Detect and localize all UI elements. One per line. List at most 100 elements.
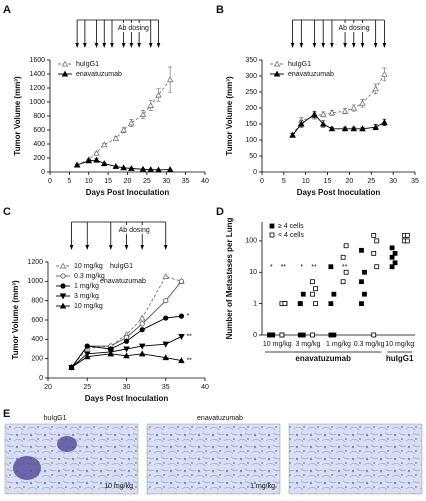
panel-label: B	[216, 4, 224, 16]
x-axis-title: Days Post Inoculation	[297, 188, 381, 197]
marker	[139, 327, 145, 333]
legend-label: enavatuzumab	[76, 71, 122, 78]
y-tick-label: 50	[249, 153, 257, 160]
marker	[178, 278, 185, 284]
y-tick-label: 300	[245, 73, 257, 80]
y-axis-title: Tumor Volume (mm³)	[225, 76, 234, 156]
marker	[319, 110, 327, 117]
legend-marker	[59, 293, 67, 300]
marker	[331, 291, 337, 297]
marker	[300, 332, 306, 338]
marker	[350, 125, 358, 132]
x-tick-label: 15	[324, 178, 332, 185]
marker	[162, 273, 170, 279]
marker	[374, 264, 380, 270]
marker	[310, 291, 315, 297]
marker	[282, 301, 288, 307]
y-tick-label: 1000	[27, 278, 43, 285]
marker	[123, 338, 130, 344]
legend-label: huIgG1	[76, 61, 99, 68]
marker	[100, 160, 108, 167]
x-tick-label: 15	[104, 178, 112, 185]
panel-label: E	[3, 408, 10, 420]
marker	[328, 301, 334, 307]
group-label: enavatuzumab	[295, 354, 351, 363]
marker	[138, 314, 146, 321]
x-tick-label: 5	[67, 178, 71, 185]
marker	[359, 125, 366, 132]
marker	[341, 125, 349, 132]
x-tick-label: 10	[85, 178, 93, 185]
significance: **	[186, 333, 192, 340]
y-tick-label: 100	[245, 238, 257, 245]
marker	[310, 332, 315, 338]
dosing-arrowhead	[109, 245, 113, 250]
marker	[166, 76, 174, 83]
dosing-arrowhead	[163, 245, 168, 250]
x-tick-label: 0	[48, 178, 52, 185]
marker	[343, 243, 349, 249]
x-tick-label: 25	[367, 178, 375, 185]
series-line	[292, 113, 385, 136]
dosing-arrowhead	[110, 43, 114, 48]
marker	[162, 354, 170, 361]
marker	[389, 254, 395, 260]
legend-marker	[273, 60, 281, 67]
x-tick-label: 30	[389, 178, 397, 185]
dosing-arrowhead	[360, 43, 365, 48]
dosing-arrowhead	[352, 43, 356, 48]
y-tick-label: 400	[31, 336, 43, 343]
marker	[147, 166, 155, 173]
marker	[359, 279, 364, 285]
dosing-arrowhead	[102, 43, 107, 48]
dosing-arrowhead	[75, 43, 79, 48]
marker	[310, 279, 315, 285]
legend-label: 1 mg/kg	[74, 283, 99, 290]
y-tick-label: 250	[245, 89, 257, 96]
y-tick-label: 1000	[29, 99, 45, 106]
x-tick-label: 40	[201, 384, 209, 391]
image-group-label: huIgG1	[44, 415, 67, 422]
metastasis	[13, 456, 41, 480]
dosing-label: Ab dosing	[118, 25, 149, 32]
legend-marker	[60, 283, 66, 289]
x-tick-label: 20	[44, 384, 52, 391]
dosing-arrowhead	[373, 43, 378, 48]
x-tick-label: 30	[162, 178, 170, 185]
marker	[404, 232, 410, 238]
x-tick-label: 0.3 mg/kg	[354, 341, 385, 348]
y-tick-label: 350	[245, 57, 257, 64]
significance: *	[300, 264, 303, 271]
x-tick-label: 35	[182, 178, 190, 185]
y-tick-label: 600	[33, 127, 45, 134]
marker	[313, 301, 318, 307]
x-tick-label: 0	[260, 178, 264, 185]
marker	[162, 341, 170, 348]
marker	[381, 118, 388, 125]
y-axis-title: Tumor Volume (mm³)	[13, 76, 22, 156]
marker	[155, 166, 162, 173]
significance: **	[342, 264, 348, 271]
significance: **	[281, 264, 287, 271]
marker	[372, 85, 379, 92]
image-label: 10 mg/kg	[104, 483, 133, 490]
marker	[319, 120, 327, 127]
group-label: huIgG1	[386, 354, 414, 363]
legend-label: huIgG1	[288, 61, 311, 68]
marker	[372, 123, 379, 130]
dosing-arrowhead	[148, 43, 153, 48]
marker	[313, 286, 318, 292]
marker	[371, 332, 377, 338]
y-tick-label: 200	[245, 105, 257, 112]
dosing-arrowhead	[312, 43, 317, 48]
panel-label: D	[216, 206, 224, 218]
legend-marker	[61, 70, 69, 77]
marker	[123, 352, 130, 359]
marker	[163, 298, 169, 304]
legend-group: huIgG1	[110, 263, 133, 270]
image-label: 1 mg/kg	[250, 483, 275, 490]
marker	[389, 245, 395, 251]
marker	[311, 110, 318, 117]
marker	[267, 332, 273, 338]
micrograph	[288, 423, 423, 495]
